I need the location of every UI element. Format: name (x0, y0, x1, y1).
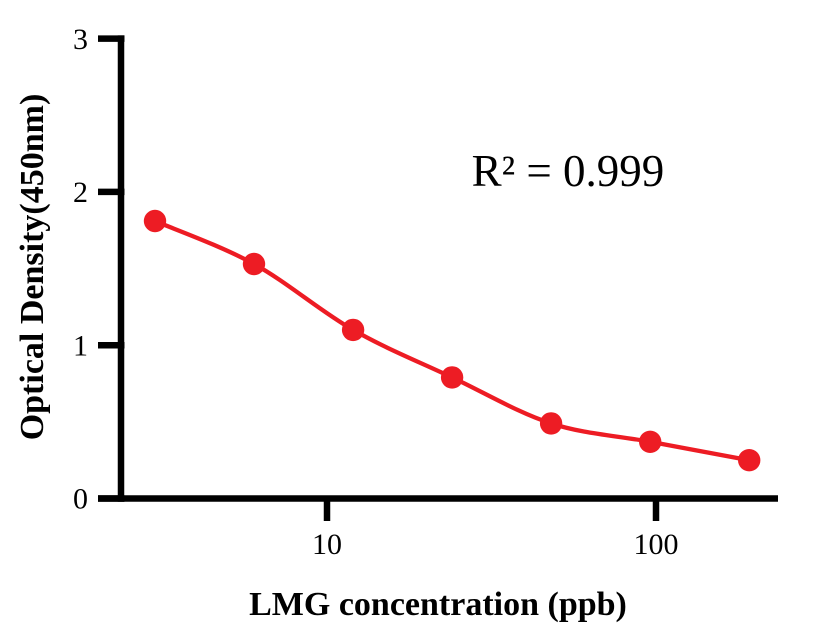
y-tick-label: 1 (73, 329, 88, 362)
data-point-marker (639, 430, 662, 453)
data-point-marker (738, 449, 761, 472)
data-point-marker (242, 252, 266, 276)
data-point-marker (341, 318, 365, 342)
tick-labels: 0 1 2 3 10 100 (73, 23, 679, 561)
axes (98, 35, 778, 521)
x-tick-label: 100 (634, 528, 679, 561)
y-tick-label: 3 (73, 23, 88, 56)
data-point-marker (539, 412, 563, 435)
data-series (143, 209, 761, 472)
fit-curve-line (152, 218, 752, 463)
r-squared-annotation: R² = 0.999 (472, 146, 665, 196)
y-axis-title: Optical Density(450nm) (14, 94, 51, 441)
data-point-marker (143, 209, 167, 233)
x-axis-title: LMG concentration (ppb) (249, 586, 627, 623)
y-tick-label: 0 (73, 483, 88, 516)
y-tick-label: 2 (73, 176, 88, 209)
x-tick-label: 10 (312, 528, 342, 561)
data-point-marker (440, 366, 464, 389)
